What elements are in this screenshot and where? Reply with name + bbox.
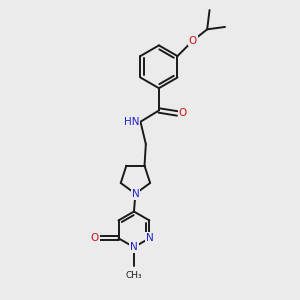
Text: HN: HN <box>124 117 139 127</box>
Text: N: N <box>146 233 153 243</box>
Text: O: O <box>91 233 99 243</box>
Text: O: O <box>178 108 187 118</box>
Text: CH₃: CH₃ <box>126 271 142 280</box>
Text: N: N <box>130 242 138 252</box>
Text: O: O <box>189 36 197 46</box>
Text: N: N <box>132 189 139 199</box>
